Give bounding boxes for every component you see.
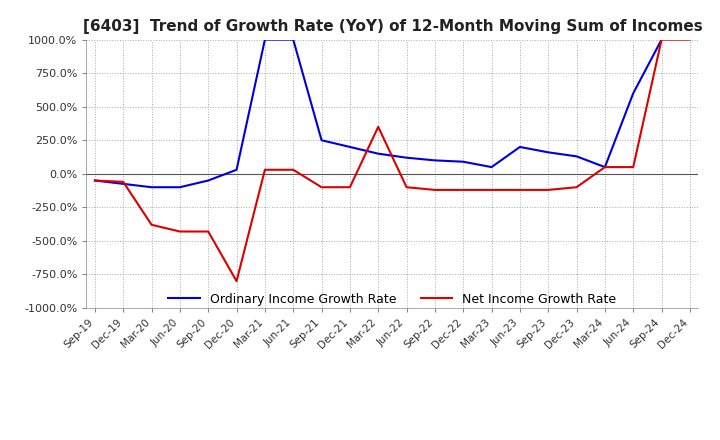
Net Income Growth Rate bbox=[487, 187, 496, 193]
Net Income Growth Rate bbox=[431, 187, 439, 193]
Ordinary Income Growth Rate bbox=[91, 178, 99, 183]
Ordinary Income Growth Rate bbox=[374, 151, 382, 156]
Net Income Growth Rate bbox=[374, 124, 382, 129]
Net Income Growth Rate bbox=[516, 187, 524, 193]
Net Income Growth Rate bbox=[289, 167, 297, 172]
Ordinary Income Growth Rate bbox=[487, 165, 496, 170]
Ordinary Income Growth Rate bbox=[346, 144, 354, 150]
Net Income Growth Rate bbox=[657, 37, 666, 42]
Ordinary Income Growth Rate bbox=[402, 155, 411, 160]
Net Income Growth Rate bbox=[176, 229, 184, 234]
Net Income Growth Rate bbox=[318, 185, 326, 190]
Ordinary Income Growth Rate bbox=[600, 165, 609, 170]
Ordinary Income Growth Rate bbox=[629, 91, 637, 96]
Net Income Growth Rate bbox=[204, 229, 212, 234]
Net Income Growth Rate bbox=[233, 279, 241, 284]
Net Income Growth Rate bbox=[346, 185, 354, 190]
Net Income Growth Rate bbox=[91, 178, 99, 183]
Ordinary Income Growth Rate bbox=[431, 158, 439, 163]
Ordinary Income Growth Rate bbox=[261, 37, 269, 42]
Ordinary Income Growth Rate bbox=[318, 138, 326, 143]
Net Income Growth Rate bbox=[148, 222, 156, 227]
Net Income Growth Rate bbox=[459, 187, 467, 193]
Net Income Growth Rate bbox=[119, 179, 127, 184]
Ordinary Income Growth Rate bbox=[176, 185, 184, 190]
Ordinary Income Growth Rate bbox=[148, 185, 156, 190]
Net Income Growth Rate bbox=[544, 187, 552, 193]
Legend: Ordinary Income Growth Rate, Net Income Growth Rate: Ordinary Income Growth Rate, Net Income … bbox=[163, 288, 621, 311]
Net Income Growth Rate bbox=[600, 165, 609, 170]
Ordinary Income Growth Rate bbox=[233, 167, 241, 172]
Net Income Growth Rate bbox=[685, 37, 694, 42]
Line: Ordinary Income Growth Rate: Ordinary Income Growth Rate bbox=[95, 40, 662, 187]
Ordinary Income Growth Rate bbox=[657, 37, 666, 42]
Ordinary Income Growth Rate bbox=[119, 181, 127, 187]
Ordinary Income Growth Rate bbox=[516, 144, 524, 150]
Net Income Growth Rate bbox=[261, 167, 269, 172]
Net Income Growth Rate bbox=[402, 185, 411, 190]
Title: [6403]  Trend of Growth Rate (YoY) of 12-Month Moving Sum of Incomes: [6403] Trend of Growth Rate (YoY) of 12-… bbox=[83, 19, 702, 34]
Ordinary Income Growth Rate bbox=[459, 159, 467, 165]
Line: Net Income Growth Rate: Net Income Growth Rate bbox=[95, 40, 690, 281]
Ordinary Income Growth Rate bbox=[544, 150, 552, 155]
Ordinary Income Growth Rate bbox=[289, 37, 297, 42]
Net Income Growth Rate bbox=[572, 185, 581, 190]
Ordinary Income Growth Rate bbox=[204, 178, 212, 183]
Net Income Growth Rate bbox=[629, 165, 637, 170]
Ordinary Income Growth Rate bbox=[572, 154, 581, 159]
